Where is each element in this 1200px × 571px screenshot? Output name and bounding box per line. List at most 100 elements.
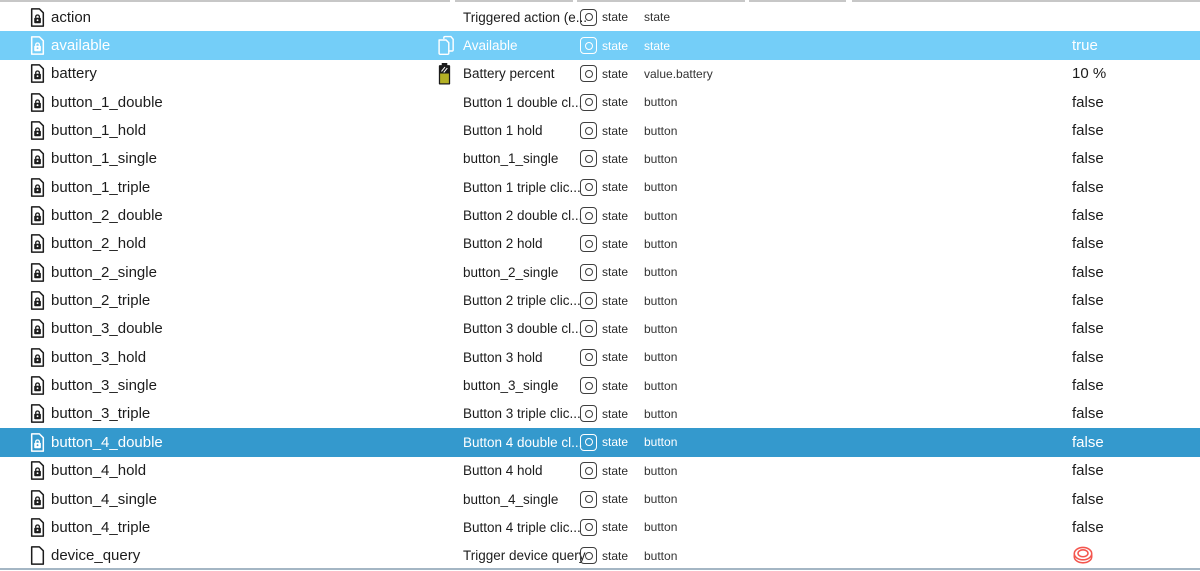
role-cell: button xyxy=(644,116,750,144)
room-cell xyxy=(750,201,846,229)
doc-lock-icon xyxy=(30,206,45,225)
role-cell: button xyxy=(644,371,750,399)
room-cell xyxy=(750,145,846,173)
state-type-icon xyxy=(580,37,597,55)
object-role: button xyxy=(644,435,678,450)
object-role: value.battery xyxy=(644,66,713,81)
table-row[interactable]: button_1_double Button 1 double cl... st… xyxy=(0,88,1200,117)
table-row[interactable]: button_4_single button_4_single state bu… xyxy=(0,484,1200,514)
value-cell: false xyxy=(1060,400,1200,428)
room-cell xyxy=(750,31,846,59)
function-cell xyxy=(846,258,1060,286)
value-cell: false xyxy=(1060,457,1200,485)
object-value: false xyxy=(1072,235,1104,253)
role-cell: button xyxy=(644,230,750,258)
name-cell: Button 1 hold xyxy=(437,116,580,144)
name-cell: Button 3 double cl... xyxy=(437,315,582,343)
room-cell xyxy=(750,513,846,541)
function-cell xyxy=(846,428,1060,456)
type-cell: state xyxy=(580,400,644,428)
table-row[interactable]: button_1_triple Button 1 triple clic... … xyxy=(0,173,1200,202)
table-row[interactable]: button_3_double Button 3 double cl... st… xyxy=(0,314,1200,344)
name-cell: Battery percent xyxy=(437,60,580,88)
name-cell: button_4_single xyxy=(437,485,580,513)
object-value: false xyxy=(1072,320,1104,338)
table-row[interactable]: button_3_single button_3_single state bu… xyxy=(0,371,1200,400)
table-row[interactable]: button_4_triple Button 4 triple clic... … xyxy=(0,513,1200,542)
value-cell: 10 % xyxy=(1060,60,1200,88)
object-value: false xyxy=(1072,207,1104,225)
object-role: button xyxy=(644,406,678,421)
id-cell: button_3_hold xyxy=(0,343,437,371)
column-divider xyxy=(852,0,1200,2)
state-type-label: state xyxy=(602,321,629,336)
value-cell: false xyxy=(1060,116,1200,144)
copy-icon[interactable] xyxy=(437,35,463,56)
state-type-icon xyxy=(580,320,597,338)
object-id: button_2_single xyxy=(51,263,157,281)
table-row[interactable]: button_2_hold Button 2 hold state button… xyxy=(0,229,1200,259)
table-row[interactable]: button_2_single button_2_single state bu… xyxy=(0,258,1200,287)
state-type-icon xyxy=(580,462,597,480)
id-cell: button_3_triple xyxy=(0,400,437,428)
object-value: false xyxy=(1072,93,1104,111)
value-cell xyxy=(1060,542,1200,570)
name-cell: Button 4 double cl... xyxy=(437,428,582,456)
role-cell: button xyxy=(644,513,750,541)
table-row[interactable]: button_2_triple Button 2 triple clic... … xyxy=(0,286,1200,315)
object-id: button_1_triple xyxy=(51,178,151,196)
table-row[interactable]: battery Battery percent state value.batt… xyxy=(0,59,1200,89)
object-id: button_2_hold xyxy=(51,235,147,253)
name-cell: button_1_single xyxy=(437,145,580,173)
table-row[interactable]: button_3_hold Button 3 hold state button… xyxy=(0,343,1200,372)
object-id: button_4_single xyxy=(51,490,157,508)
table-row[interactable]: button_2_double Button 2 double cl... st… xyxy=(0,201,1200,230)
role-cell: button xyxy=(644,457,750,485)
value-cell: false xyxy=(1060,485,1200,513)
push-button-icon[interactable] xyxy=(1072,546,1094,566)
table-row[interactable]: button_4_double Button 4 double cl... st… xyxy=(0,428,1200,457)
function-cell xyxy=(846,485,1060,513)
function-cell xyxy=(846,343,1060,371)
type-cell: state xyxy=(580,457,644,485)
object-role: button xyxy=(644,151,678,166)
value-cell: true xyxy=(1060,31,1200,59)
table-row[interactable]: button_3_triple Button 3 triple clic... … xyxy=(0,399,1200,429)
doc-lock-icon xyxy=(30,262,45,282)
name-cell: button_2_single xyxy=(437,258,580,286)
object-name: Trigger device query xyxy=(463,548,586,564)
type-cell: state xyxy=(580,116,644,144)
type-cell: state xyxy=(580,428,644,456)
table-row[interactable]: button_4_hold Button 4 hold state button… xyxy=(0,456,1200,485)
function-cell xyxy=(846,60,1060,88)
table-row[interactable]: action Triggered action (e... state stat… xyxy=(0,3,1200,32)
type-cell: state xyxy=(580,201,644,229)
name-cell: Button 1 triple clic... xyxy=(437,173,581,201)
object-value: false xyxy=(1072,377,1104,395)
object-name: Button 2 triple clic... xyxy=(463,293,581,309)
object-name: button_2_single xyxy=(463,264,559,280)
value-cell: false xyxy=(1060,428,1200,456)
name-cell: Trigger device query xyxy=(437,542,586,570)
object-role: button xyxy=(644,548,678,563)
object-value: false xyxy=(1072,433,1104,451)
doc-lock-icon xyxy=(30,517,45,537)
state-type-icon xyxy=(580,292,597,310)
type-cell: state xyxy=(580,173,644,201)
object-role: button xyxy=(644,293,678,308)
object-id: button_3_double xyxy=(51,320,163,338)
object-role: button xyxy=(644,236,678,251)
state-type-icon xyxy=(580,93,597,111)
table-row[interactable]: available Available state state true xyxy=(0,31,1200,60)
table-row[interactable]: button_1_single button_1_single state bu… xyxy=(0,144,1200,174)
role-cell: button xyxy=(644,485,750,513)
table-row[interactable]: device_query Trigger device query state … xyxy=(0,541,1200,570)
function-cell xyxy=(846,371,1060,399)
object-id: button_4_double xyxy=(51,433,163,451)
table-row[interactable]: button_1_hold Button 1 hold state button… xyxy=(0,116,1200,145)
role-cell: button xyxy=(644,201,750,229)
object-role: button xyxy=(644,492,678,507)
doc-lock-icon xyxy=(30,234,45,254)
object-id: button_3_single xyxy=(51,377,157,395)
type-cell: state xyxy=(580,60,644,88)
